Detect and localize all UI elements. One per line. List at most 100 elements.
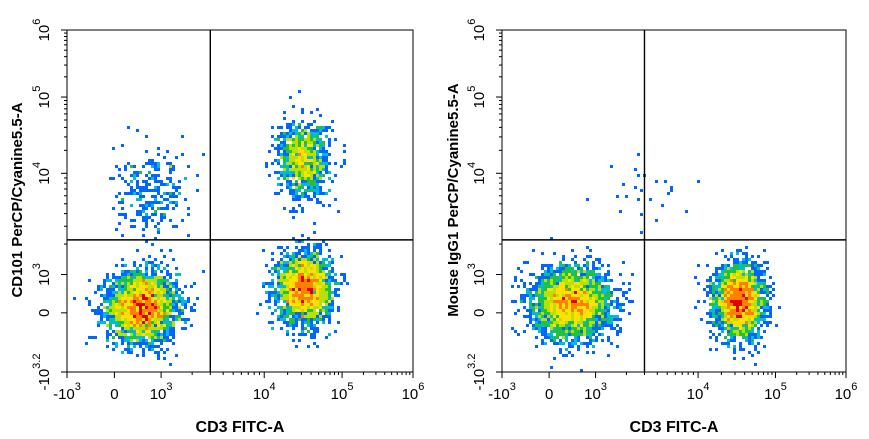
density-cell	[316, 294, 319, 297]
density-cell	[742, 282, 745, 285]
density-cell	[724, 315, 727, 318]
density-cell	[277, 276, 280, 279]
density-cell	[598, 324, 601, 327]
density-cell	[184, 300, 187, 303]
density-cell	[301, 159, 304, 162]
density-cell	[166, 333, 169, 336]
density-cell	[739, 276, 742, 279]
density-cell	[136, 273, 139, 276]
density-cell	[118, 306, 121, 309]
density-cell	[151, 270, 154, 273]
density-cell	[121, 306, 124, 309]
density-cell	[154, 213, 157, 216]
density-cell	[283, 297, 286, 300]
density-cell	[592, 273, 595, 276]
density-cell	[325, 276, 328, 279]
density-cell	[271, 312, 274, 315]
density-cell	[274, 267, 277, 270]
density-cell	[124, 288, 127, 291]
density-cell	[292, 300, 295, 303]
density-cell	[145, 186, 148, 189]
density-cell	[100, 312, 103, 315]
density-cell	[307, 321, 310, 324]
density-cell	[157, 300, 160, 303]
density-cell	[256, 312, 259, 315]
density-cell	[598, 333, 601, 336]
density-cell	[292, 189, 295, 192]
density-cell	[745, 333, 748, 336]
density-cell	[745, 336, 748, 339]
density-cell	[319, 156, 322, 159]
density-cell	[103, 315, 106, 318]
density-cell	[745, 315, 748, 318]
density-cell	[271, 321, 274, 324]
density-cell	[565, 279, 568, 282]
density-cell	[154, 327, 157, 330]
density-cell	[286, 333, 289, 336]
density-cell	[112, 306, 115, 309]
density-cell	[556, 285, 559, 288]
density-cell	[721, 291, 724, 294]
density-cell	[310, 171, 313, 174]
density-cell	[304, 273, 307, 276]
density-cell	[580, 309, 583, 312]
density-cell	[556, 300, 559, 303]
density-cell	[328, 126, 331, 129]
density-cell	[322, 192, 325, 195]
density-cell	[316, 177, 319, 180]
density-cell	[574, 276, 577, 279]
density-cell	[745, 306, 748, 309]
density-cell	[313, 150, 316, 153]
density-cell	[592, 288, 595, 291]
density-cell	[550, 333, 553, 336]
density-cell	[304, 129, 307, 132]
density-cell	[562, 321, 565, 324]
density-cell	[580, 324, 583, 327]
density-cell	[166, 321, 169, 324]
density-cell	[325, 312, 328, 315]
density-cell	[541, 297, 544, 300]
density-cell	[295, 153, 298, 156]
density-cell	[151, 243, 154, 246]
density-cell	[709, 336, 712, 339]
density-cell	[148, 183, 151, 186]
density-cell	[292, 318, 295, 321]
density-cell	[94, 312, 97, 315]
density-cell	[727, 267, 730, 270]
density-cell	[748, 285, 751, 288]
density-cell	[292, 339, 295, 342]
density-cell	[745, 264, 748, 267]
density-cell	[736, 285, 739, 288]
density-cell	[307, 126, 310, 129]
density-cell	[328, 288, 331, 291]
density-cell	[538, 303, 541, 306]
density-cell	[148, 309, 151, 312]
density-cell	[142, 354, 145, 357]
density-cell	[532, 327, 535, 330]
density-cell	[283, 147, 286, 150]
density-cell	[316, 285, 319, 288]
density-cell	[148, 282, 151, 285]
density-cell	[310, 135, 313, 138]
density-cell	[136, 324, 139, 327]
density-cell	[151, 324, 154, 327]
density-cell	[112, 315, 115, 318]
density-cell	[277, 162, 280, 165]
density-cell	[301, 267, 304, 270]
density-cell	[550, 294, 553, 297]
density-cell	[574, 300, 577, 303]
density-cell	[274, 300, 277, 303]
density-cell	[292, 168, 295, 171]
density-cell	[178, 318, 181, 321]
density-cell	[325, 303, 328, 306]
density-cell	[166, 285, 169, 288]
density-cell	[547, 336, 550, 339]
density-cell	[190, 285, 193, 288]
density-cell	[553, 297, 556, 300]
density-cell	[169, 249, 172, 252]
density-cell	[193, 282, 196, 285]
density-cell	[742, 324, 745, 327]
